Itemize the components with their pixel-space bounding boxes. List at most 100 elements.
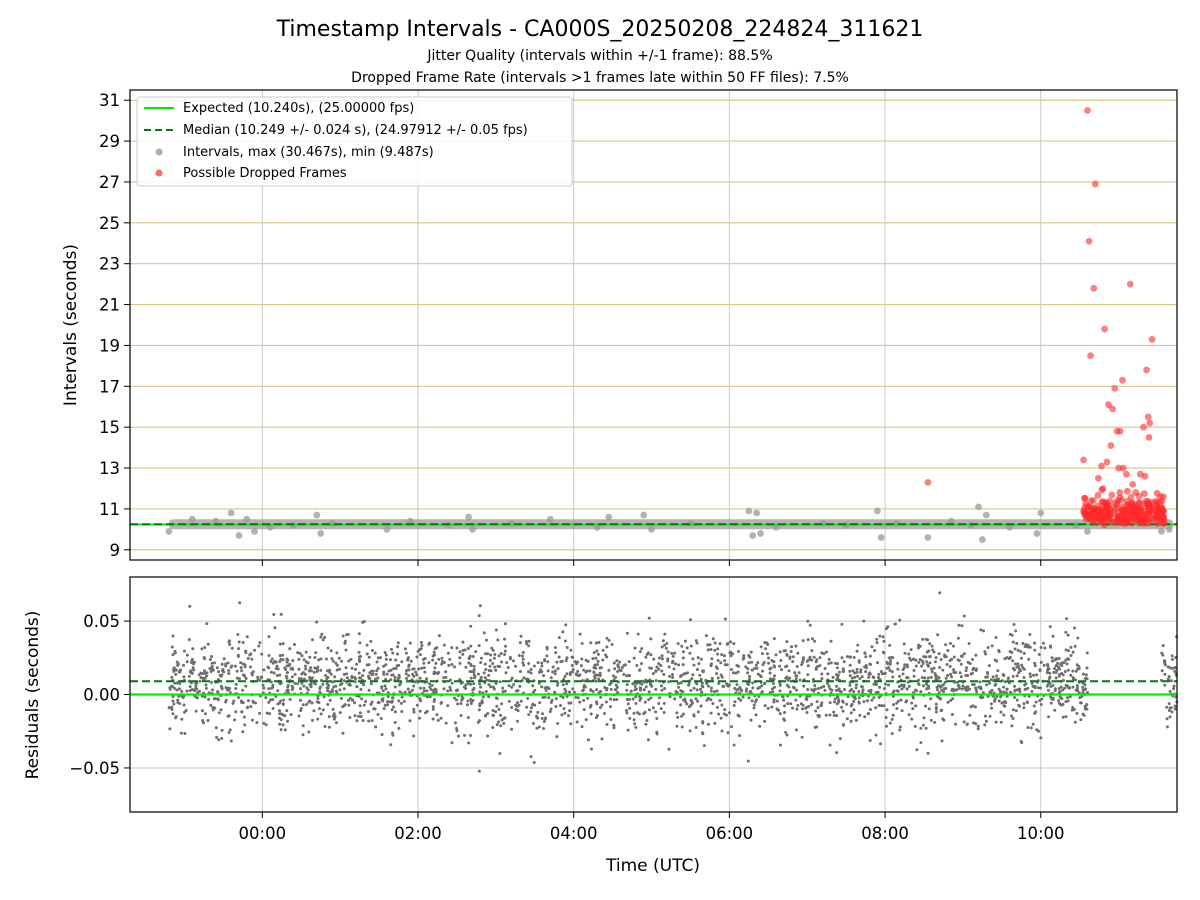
residual-point [341,634,345,638]
residual-point [241,640,245,644]
residual-point [491,708,495,712]
interval-point [1165,525,1173,533]
residual-point [1065,696,1069,700]
residual-point [291,659,295,663]
residual-point [285,689,289,693]
residual-point [333,675,337,679]
residual-point [806,673,810,677]
residual-point [778,683,782,687]
residual-point [902,642,906,646]
residual-point [564,658,568,662]
residual-point [497,720,501,724]
residual-point [612,698,616,702]
residual-point [467,661,471,665]
residual-point [681,650,685,654]
residual-point [1066,633,1070,637]
residual-point [415,703,419,707]
residual-point [518,669,522,673]
residual-point [921,637,925,641]
residual-point [586,738,590,742]
residual-point [1069,645,1073,649]
residual-point [301,703,305,707]
residual-point [384,663,388,667]
residual-point [795,674,799,678]
residual-point [325,682,329,686]
residual-point [404,672,408,676]
residual-point [918,644,922,648]
residual-point [749,650,753,654]
residual-point [532,664,536,668]
residual-point [595,713,599,717]
residual-point [545,647,549,651]
residual-point [978,680,982,684]
residual-point [647,698,651,702]
residual-point [659,707,663,711]
residual-point [841,723,845,727]
residual-point [808,623,812,627]
residual-point [746,759,750,763]
residual-point [1005,687,1009,691]
residual-point [711,702,715,706]
residual-point [1018,687,1022,691]
residual-point [1081,689,1085,693]
residual-point [987,664,991,668]
residual-point [949,672,953,676]
residual-point [561,696,565,700]
dropped-frame-point [1120,507,1127,515]
residual-point [320,632,324,636]
residual-point [182,649,186,653]
residual-point [589,712,593,716]
residual-point [1079,718,1083,722]
residual-point [772,685,776,689]
residual-point [431,707,435,711]
residual-point [557,655,561,659]
residual-point [181,695,185,699]
residual-point [302,684,306,688]
residual-point [723,659,727,663]
residual-point [744,665,748,669]
residual-point [175,660,179,664]
residual-point [887,666,891,670]
residual-point [358,711,362,715]
x-tick-label: 06:00 [706,824,754,843]
residual-point [262,721,266,725]
residual-point [897,674,901,678]
residual-point [953,680,957,684]
residual-point [1170,710,1174,714]
residual-point [733,686,737,690]
residual-point [1036,686,1040,690]
residual-point [1058,690,1062,694]
residual-point [647,690,651,694]
interval-point [593,523,601,531]
residual-point [591,657,595,661]
residual-point [912,674,916,678]
residual-point [415,655,419,659]
residual-point [654,669,658,673]
residual-point [881,650,885,654]
residual-point [910,701,914,705]
residual-point [594,673,598,677]
residual-point [902,685,906,689]
residual-point [657,702,661,706]
residual-point [565,646,569,650]
residual-point [905,665,909,669]
residual-point [453,665,457,669]
residual-point [893,622,897,626]
residual-point [283,666,287,670]
residual-point [969,672,973,676]
residual-point [455,646,459,650]
residual-point [713,648,717,652]
residual-point [338,688,342,692]
residual-point [1065,662,1069,666]
residual-point [396,652,400,656]
residual-point [695,682,699,686]
residual-point [1011,666,1015,670]
residual-point [638,695,642,699]
residual-point [832,700,836,704]
residual-point [312,709,316,713]
residual-point [642,688,646,692]
residual-point [479,661,483,665]
residual-point [484,689,488,693]
residual-point [831,675,835,679]
residual-point [638,686,642,690]
